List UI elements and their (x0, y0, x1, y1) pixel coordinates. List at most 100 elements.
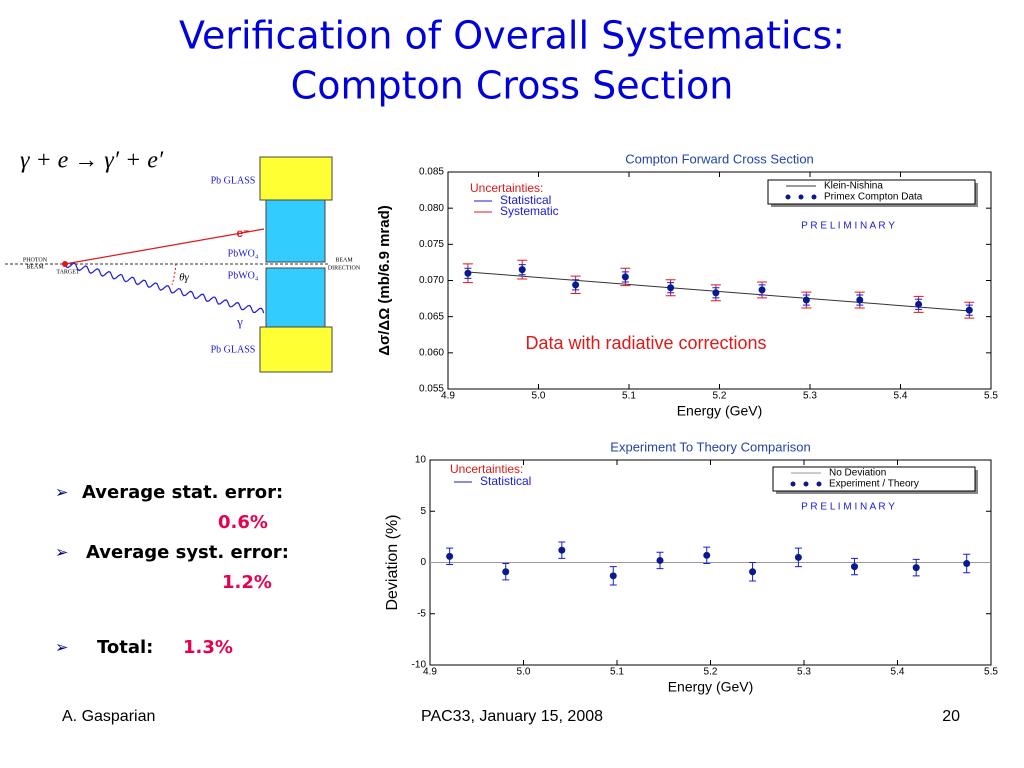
data-point (965, 306, 973, 314)
bullet-value: 0.6% (218, 512, 268, 533)
y-tick-label: 0.080 (419, 203, 444, 214)
bullet-value: 1.2% (222, 572, 272, 593)
bullet-label: Average stat. error: (82, 482, 283, 503)
legend-swatch (811, 194, 817, 200)
data-point (802, 296, 810, 304)
bullet-label: Total: (97, 637, 153, 658)
preliminary: P R E L I M I N A R Y (801, 221, 895, 232)
preliminary: P R E L I M I N A R Y (801, 502, 895, 513)
data-point (850, 563, 858, 571)
diagram-label: PHOTON (23, 257, 48, 263)
data-point (912, 564, 920, 572)
diagram-label: θγ (179, 272, 189, 284)
footer-page: 20 (942, 708, 960, 725)
y-axis-label: Deviation (%) (384, 514, 401, 610)
data-point (703, 551, 711, 559)
pb-glass-block (259, 156, 333, 201)
y-tick-label: 0.075 (419, 239, 444, 250)
legend-box (772, 466, 976, 492)
y-tick-label: 0.085 (419, 167, 444, 178)
legend-label: Klein-Nishina (824, 181, 883, 192)
title-line: Compton Cross Section (291, 64, 734, 108)
legend-label: Primex Compton Data (824, 192, 923, 203)
x-axis-label: Energy (GeV) (677, 403, 763, 419)
diagram-label: BEAM (335, 257, 353, 263)
diagram-label: Pb GLASS (211, 175, 256, 186)
bullet-value: 1.3% (183, 637, 233, 658)
data-point (915, 300, 923, 308)
uncertainty-label: Systematic (500, 204, 559, 218)
uncertainties-title: Uncertainties: (450, 462, 523, 476)
data-point (656, 556, 664, 564)
y-tick-label: 0 (420, 557, 426, 568)
x-tick-label: 5.4 (894, 391, 908, 402)
data-point (518, 266, 526, 274)
diagram-label: Pb GLASS (211, 344, 256, 355)
data-point (749, 568, 757, 576)
data-point (558, 546, 566, 554)
y-tick-label: 0.060 (419, 347, 444, 358)
legend-swatch (785, 194, 791, 200)
bullet-arrow: ➢ (55, 543, 68, 562)
data-point (963, 560, 971, 568)
data-point (794, 553, 802, 561)
x-tick-label: 5.5 (984, 391, 998, 402)
annotation: Data with radiative corrections (525, 333, 766, 353)
diagram-label: PbWO₄ (228, 270, 259, 281)
pbwo4-block (265, 199, 326, 263)
electron-track (64, 228, 265, 265)
data-point (712, 289, 720, 297)
bullet-arrow: ➢ (55, 638, 68, 657)
theta-arc (171, 263, 177, 286)
footer-author: A. Gasparian (62, 708, 155, 725)
pbwo4-block (265, 267, 326, 328)
bullets: ➢ Average stat. error: 0.6% ➢ Average sy… (55, 482, 289, 658)
y-tick-label: 5 (420, 506, 426, 517)
data-point (621, 273, 629, 281)
uncertainty-label: Statistical (500, 193, 551, 207)
x-tick-label: 5.1 (622, 391, 636, 402)
x-tick-label: 5.5 (984, 667, 998, 678)
equation: γ + e → γ′ + e′ (20, 148, 164, 174)
x-tick-label: 5.0 (517, 667, 531, 678)
diagram-label: γ (236, 314, 243, 329)
diagram-label: e⁻ (236, 226, 249, 240)
bullet-arrow: ➢ (55, 483, 68, 502)
x-tick-label: 5.3 (797, 667, 811, 678)
legend-label: Experiment / Theory (829, 479, 919, 490)
diagram-label: DIRECTION (328, 265, 361, 271)
photon-track (64, 262, 265, 314)
y-tick-label: 10 (415, 455, 427, 466)
y-tick-label: 0.065 (419, 311, 444, 322)
legend-swatch (803, 481, 809, 487)
legend-label: No Deviation (829, 468, 886, 479)
title-line: Verification of Overall Systematics: (179, 14, 845, 58)
footer-event: PAC33, January 15, 2008 (421, 708, 603, 725)
y-tick-label: -5 (417, 608, 426, 619)
y-tick-label: 0.055 (419, 384, 444, 395)
x-tick-label: 5.2 (704, 667, 718, 678)
legend-swatch (798, 194, 804, 200)
chart-title: Experiment To Theory Comparison (610, 439, 810, 454)
x-axis-label: Energy (GeV) (668, 679, 754, 695)
target-point (62, 261, 68, 267)
x-tick-label: 5.0 (532, 391, 546, 402)
diagram-label: TARGET (56, 269, 80, 275)
x-tick-label: 4.9 (441, 391, 455, 402)
data-point (758, 286, 766, 294)
legend-swatch (790, 481, 796, 487)
detector-diagram: Pb GLASS e⁻ PbWO₄ PbWO₄ γ Pb GLASS θγ PH… (5, 156, 361, 373)
chart-title: Compton Forward Cross Section (625, 151, 814, 166)
y-axis-label: Δσ/ΔΩ (mb/6.9 mrad) (376, 205, 393, 356)
diagram-label: PbWO₄ (228, 248, 259, 259)
uncertainty-label: Statistical (480, 474, 531, 488)
y-tick-label: -10 (412, 660, 427, 671)
data-point (464, 269, 472, 277)
legend-box (767, 179, 976, 205)
plot-frame (447, 171, 992, 390)
y-tick-label: 0.070 (419, 275, 444, 286)
pb-glass-block (259, 326, 333, 373)
data-point (572, 281, 580, 289)
uncertainties-title: Uncertainties: (470, 181, 543, 195)
